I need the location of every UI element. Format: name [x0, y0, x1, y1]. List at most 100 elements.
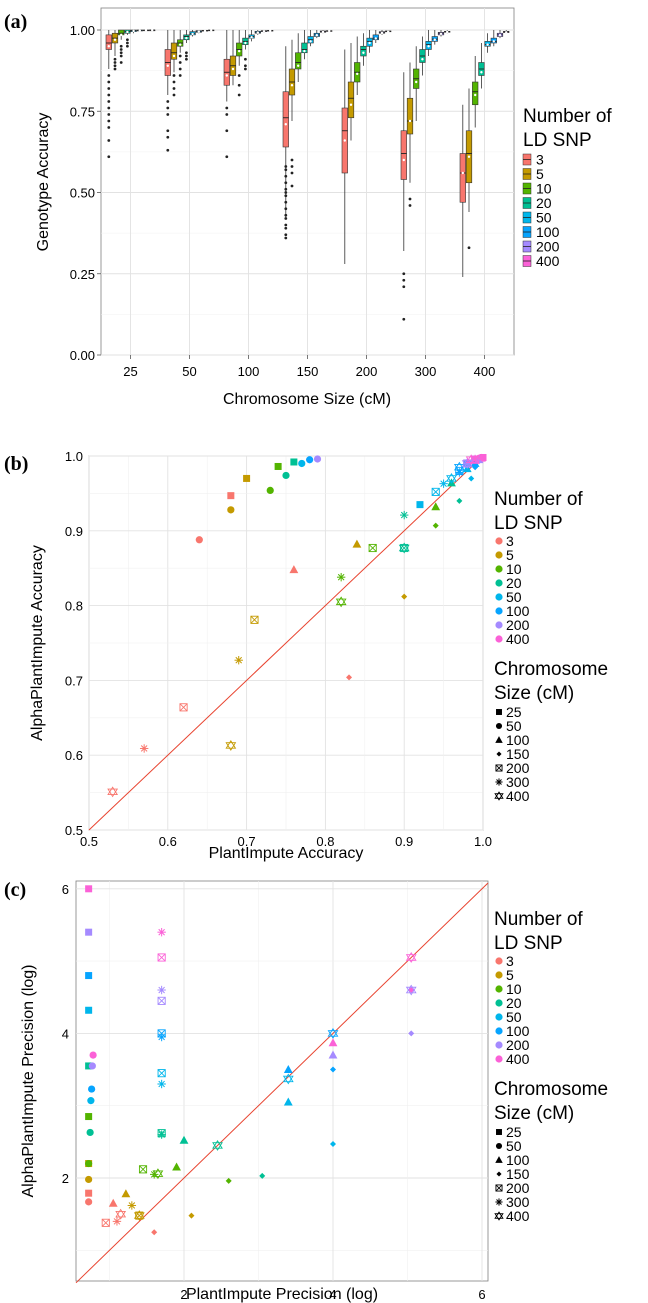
point-size-400-snp-3 [107, 786, 119, 798]
x-tick-label: 4 [329, 1287, 336, 1302]
legend-snp-label: 50 [506, 589, 522, 605]
box-100-200 [372, 30, 379, 43]
box-50-25 [130, 29, 137, 34]
point-size-200-snp-3 [101, 1218, 110, 1227]
legend-label: 50 [536, 210, 552, 226]
outlier-point [402, 272, 406, 276]
point-size-400-snp-5 [225, 740, 237, 751]
outlier-point [178, 54, 182, 58]
point-size-25-snp-50 [416, 501, 424, 509]
legend-shape-50 [495, 722, 503, 730]
point-size-300-snp-20 [157, 1130, 166, 1139]
panel-c-points [85, 885, 417, 1236]
point-size-50-snp-100 [306, 456, 314, 464]
legend-label: 20 [536, 195, 552, 211]
legend-label: 10 [536, 181, 552, 197]
outlier-point [408, 197, 412, 201]
outlier-point [237, 93, 241, 97]
outlier-point [172, 87, 176, 90]
panel-b-gridlines [88, 455, 484, 831]
point-size-150-snp-3 [151, 1229, 158, 1236]
outlier-point [119, 48, 123, 51]
legend-snp-label: 200 [506, 617, 530, 633]
box-10-150 [295, 33, 302, 82]
box-400-300 [444, 30, 451, 34]
point-size-400-snp-10 [335, 596, 347, 608]
legend-shape-25 [496, 1129, 502, 1135]
outlier-point [237, 74, 241, 77]
point-size-50-snp-200 [313, 455, 322, 463]
legend-size-title-line1: Chromosome [494, 1079, 608, 1100]
legend-shape-100 [495, 736, 503, 743]
box-3-400 [459, 104, 466, 277]
point-size-300-snp-100 [157, 1032, 166, 1042]
point-size-150-snp-20 [259, 1172, 266, 1179]
legend-size-label: 200 [506, 760, 530, 776]
legend-color-dot [495, 565, 503, 573]
box-body [472, 81, 479, 106]
legend-size-label: 50 [506, 1138, 522, 1154]
box-400-100 [267, 29, 274, 32]
x-tick-label: 25 [123, 364, 137, 379]
box-50-300 [425, 30, 432, 56]
outlier-point [244, 67, 247, 71]
mean-marker [387, 30, 390, 33]
x-tick-label: 0.5 [80, 834, 98, 849]
panel-a-x-tick-labels: 25 50 100 150 200 300 400 [123, 355, 495, 379]
box-20-400 [478, 43, 485, 89]
box-body [459, 153, 466, 203]
box-3-100 [223, 30, 230, 102]
mean-marker [238, 49, 241, 53]
box-5-300 [406, 62, 414, 183]
outlier-point [119, 54, 123, 58]
mean-marker [328, 29, 331, 33]
outlier-point [107, 106, 111, 110]
box-50-100 [248, 30, 255, 42]
panel-b-points [107, 453, 487, 798]
box-3-200 [341, 49, 348, 264]
legend-snp-label: 400 [506, 1051, 530, 1067]
legend-size-title-line2: Size (cM) [494, 1103, 574, 1124]
legend-size-label: 400 [506, 1208, 530, 1224]
box-100-400 [490, 30, 497, 47]
point-size-50-snp-5 [227, 506, 235, 514]
legend-snp-label: 3 [506, 953, 514, 969]
legend-snp-label: 200 [506, 1037, 530, 1053]
box-200-300 [437, 30, 445, 37]
outlier-point [284, 233, 288, 237]
outlier-point [284, 226, 288, 230]
point-size-200-snp-400 [157, 953, 166, 962]
box-20-100 [242, 30, 249, 50]
point-size-25-snp-100 [85, 972, 93, 980]
mean-marker [498, 34, 502, 37]
outlier-point [107, 126, 111, 129]
point-size-100-snp-5 [352, 539, 362, 548]
mean-marker [474, 93, 477, 97]
legend-color-dot [495, 1013, 503, 1021]
outlier-point [107, 74, 111, 77]
mean-marker [380, 31, 384, 35]
mean-marker [297, 64, 300, 67]
y-tick-label: 2 [62, 1171, 69, 1186]
point-size-50-snp-400 [89, 1051, 97, 1059]
panel-b-x-tick-labels: 0.5 0.6 0.7 0.8 0.9 1.0 [80, 834, 492, 849]
legend-size-title-line2: Size (cM) [494, 683, 574, 704]
outlier-point [402, 278, 406, 282]
outlier-point [284, 165, 288, 168]
mean-marker [374, 37, 377, 40]
point-size-400-snp-200 [405, 984, 417, 996]
point-size-50-snp-10 [85, 1159, 93, 1168]
box-3-300 [400, 72, 407, 251]
x-tick-label: 6 [478, 1287, 485, 1302]
point-size-25-snp-3 [227, 492, 235, 500]
outlier-point [290, 158, 294, 162]
point-size-200-snp-10 [368, 543, 377, 553]
legend-a-item: 3 [522, 152, 544, 168]
mean-marker [144, 29, 148, 32]
box-body [400, 130, 407, 180]
box-100-150 [313, 30, 320, 39]
mean-marker [250, 35, 253, 39]
box-20-50 [183, 30, 190, 43]
box-body [347, 81, 355, 119]
